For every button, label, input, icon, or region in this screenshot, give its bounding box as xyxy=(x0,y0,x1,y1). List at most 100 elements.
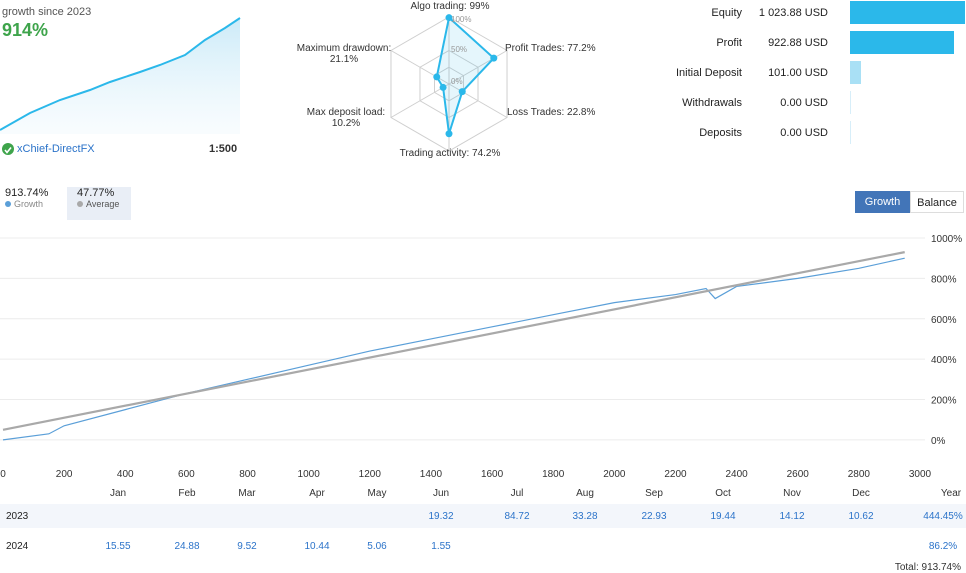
x-tick-label: 3000 xyxy=(909,469,932,480)
table-cell: 19.44 xyxy=(710,511,736,522)
growth-series-line xyxy=(2,257,905,441)
x-tick-label: 1600 xyxy=(481,469,504,480)
radar-label-profit: Profit Trades: 77.2% xyxy=(505,43,596,54)
table-row-2023-bg xyxy=(0,504,966,528)
table-cell: 15.55 xyxy=(105,541,131,552)
radar-ring-0: 0% xyxy=(451,77,463,86)
y-tick-label: 0% xyxy=(931,436,946,447)
radar-label-algo: Algo trading: 99% xyxy=(410,1,490,12)
legend-growth-label: Growth xyxy=(14,199,44,209)
y-tick-label: 200% xyxy=(931,396,957,407)
total-growth: Total: 913.74% xyxy=(894,562,961,573)
month-label: Sep xyxy=(645,488,663,499)
table-cell: 86.2% xyxy=(928,541,958,552)
radar-label-drawdown: Maximum drawdown: 21.1% xyxy=(296,43,392,65)
radar-area xyxy=(435,15,496,135)
x-tick-label: 200 xyxy=(56,469,73,480)
month-label: Oct xyxy=(715,488,731,499)
month-label: Jun xyxy=(432,488,450,499)
x-tick-label: 2000 xyxy=(603,469,626,480)
stat-label: Profit xyxy=(716,37,742,49)
x-tick-label: 2600 xyxy=(787,469,810,480)
month-label: Jan xyxy=(109,488,127,499)
month-label: Dec xyxy=(852,488,870,499)
x-tick-label: 1400 xyxy=(420,469,443,480)
table-cell: 5.06 xyxy=(367,541,387,552)
month-label: Aug xyxy=(576,488,594,499)
month-label: Year xyxy=(940,488,962,499)
x-tick-label: 2400 xyxy=(725,469,748,480)
growth-chart: 1000% 800% 600% 400% 200% 0% 0 200 400 600 800 100… xyxy=(0,234,962,480)
table-cell: 22.93 xyxy=(641,511,667,522)
x-tick-label: 400 xyxy=(117,469,134,480)
x-tick-label: 1800 xyxy=(542,469,565,480)
stat-bar xyxy=(850,91,851,114)
radar-chart: 100% 50% 0% xyxy=(390,14,508,152)
table-cell: 10.44 xyxy=(304,541,330,552)
month-label: Apr xyxy=(309,488,325,499)
radar-label-loss: Loss Trades: 22.8% xyxy=(507,107,596,118)
stat-value: 1 023.88 USD xyxy=(758,7,828,19)
legend-average-value: 47.77% xyxy=(77,187,115,199)
y-tick-label: 1000% xyxy=(931,234,962,245)
x-tick-label: 800 xyxy=(239,469,256,480)
radar-point xyxy=(445,130,453,138)
stat-value: 101.00 USD xyxy=(768,67,828,79)
month-label: May xyxy=(367,488,387,499)
radar-point xyxy=(433,73,441,81)
y-tick-label: 600% xyxy=(931,315,957,326)
x-tick-label: 1200 xyxy=(359,469,382,480)
table-cell: 1.55 xyxy=(431,541,451,552)
legend-average[interactable]: 47.77% Average xyxy=(67,187,131,220)
y-tick-label: 400% xyxy=(931,355,957,366)
growth-caption: growth since 2023 xyxy=(2,6,92,18)
legend-growth-value: 913.74% xyxy=(5,187,49,199)
growth-value: 914% xyxy=(2,20,49,40)
average-series-line xyxy=(2,251,905,431)
verified-check-icon xyxy=(2,143,14,155)
table-cell: 10.62 xyxy=(848,511,874,522)
table-cell: 444.45% xyxy=(923,511,963,522)
stat-bar xyxy=(850,1,965,24)
stat-value: 0.00 USD xyxy=(780,97,828,109)
stat-bar xyxy=(850,121,851,144)
table-cell: 84.72 xyxy=(504,511,530,522)
stat-value: 922.88 USD xyxy=(768,37,828,49)
leverage: 1:500 xyxy=(209,143,238,155)
stat-label: Initial Deposit xyxy=(675,67,742,79)
month-label: Nov xyxy=(783,488,801,499)
x-tick-label: 2800 xyxy=(848,469,871,480)
radar-ring-50: 50% xyxy=(451,45,467,54)
table-year: 2023 xyxy=(6,511,29,522)
table-cell: 33.28 xyxy=(572,511,598,522)
x-tick-label: 600 xyxy=(178,469,195,480)
table-cell: 14.12 xyxy=(779,511,805,522)
month-label: Mar xyxy=(238,488,256,499)
radar-point xyxy=(445,14,453,22)
stat-bar xyxy=(850,31,954,54)
average-dot-icon xyxy=(77,201,83,207)
legend-average-label: Average xyxy=(86,199,120,209)
balance-tab-button[interactable]: Balance xyxy=(910,191,964,213)
month-label: Jul xyxy=(510,488,524,499)
table-cell: 19.32 xyxy=(428,511,454,522)
growth-sparkline xyxy=(0,17,241,134)
radar-label-activity: Trading activity: 74.2% xyxy=(399,148,501,159)
growth-tab-button[interactable]: Growth xyxy=(855,191,910,213)
table-cell: 24.88 xyxy=(174,541,200,552)
radar-ring-100: 100% xyxy=(451,15,471,24)
radar-point xyxy=(439,83,447,91)
y-tick-label: 800% xyxy=(931,274,957,285)
stat-label: Withdrawals xyxy=(682,97,742,109)
legend-growth[interactable]: 913.74% Growth xyxy=(5,187,60,220)
radar-label-deposit-load: Max deposit load: 10.2% xyxy=(306,107,386,129)
radar-point xyxy=(490,54,498,62)
stat-value: 0.00 USD xyxy=(780,127,828,139)
x-tick-label: 2200 xyxy=(664,469,687,480)
table-year: 2024 xyxy=(6,541,29,552)
x-tick-label: 1000 xyxy=(298,469,321,480)
growth-dot-icon xyxy=(5,201,11,207)
account-link[interactable]: xChief-DirectFX xyxy=(17,143,95,155)
stat-label: Deposits xyxy=(699,127,742,139)
x-tick-label: 0 xyxy=(0,469,6,480)
